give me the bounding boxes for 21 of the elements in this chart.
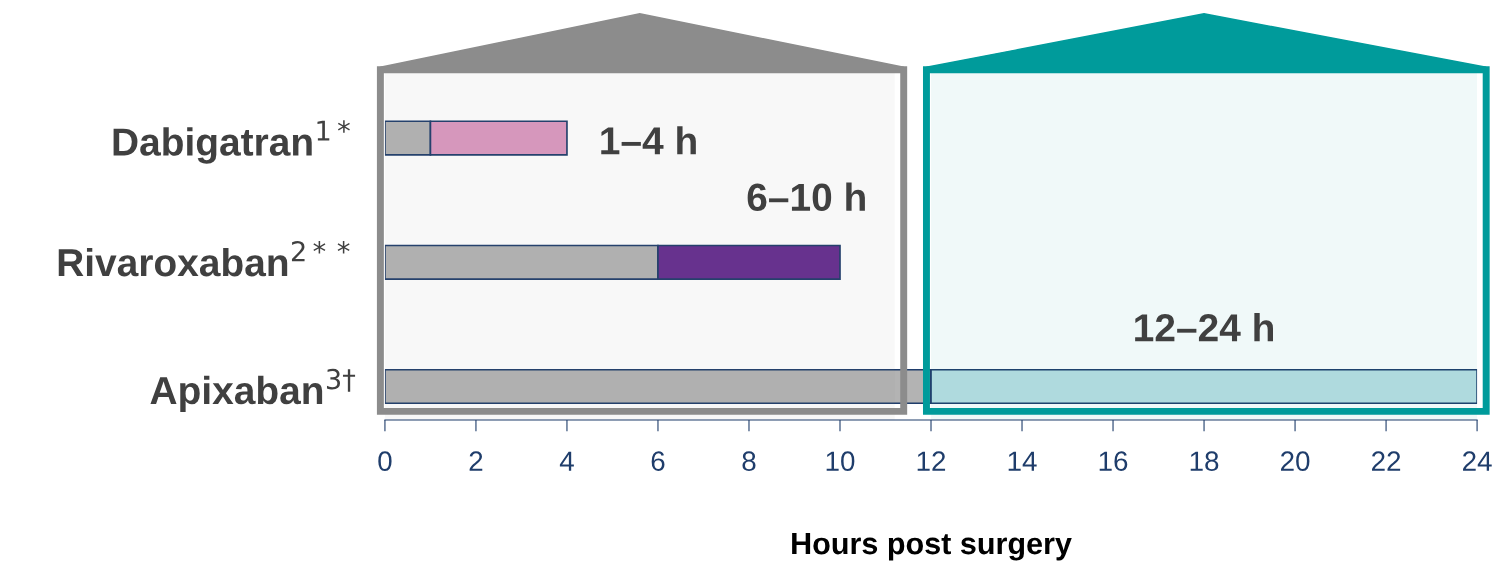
x-tick-label: 10: [826, 451, 855, 472]
x-tick-label: 16: [1099, 451, 1128, 472]
x-tick-label: 6: [651, 451, 665, 472]
y-tick-label: Dabigatran$^{1*}$: [113, 120, 350, 164]
x-tick-label: 20: [1281, 451, 1310, 472]
x-tick-label: 22: [1372, 451, 1401, 471]
x-tick-label: 18: [1190, 451, 1219, 472]
x-tick-label: 2: [469, 451, 483, 471]
x-tick-label: 8: [742, 451, 756, 472]
y-tick-label: Apixaban$^{3†}$: [150, 368, 356, 412]
bar: [930, 368, 1478, 405]
band-label: 12–24 h: [1135, 313, 1273, 342]
x-tick-label: 24: [1463, 451, 1492, 471]
x-axis-title: Hours post surgery: [792, 533, 1072, 561]
x-tick-label: 0: [378, 451, 392, 472]
y-tick-label: Rivaroxaban$^{2**}$: [58, 240, 350, 277]
x-tick-label: 4: [559, 451, 574, 471]
x-tick-label: 14: [1008, 451, 1037, 471]
annotation: 1–4 h: [601, 126, 696, 155]
annotation: 6–10 h: [747, 182, 865, 212]
x-tick-label: 12: [917, 451, 946, 471]
